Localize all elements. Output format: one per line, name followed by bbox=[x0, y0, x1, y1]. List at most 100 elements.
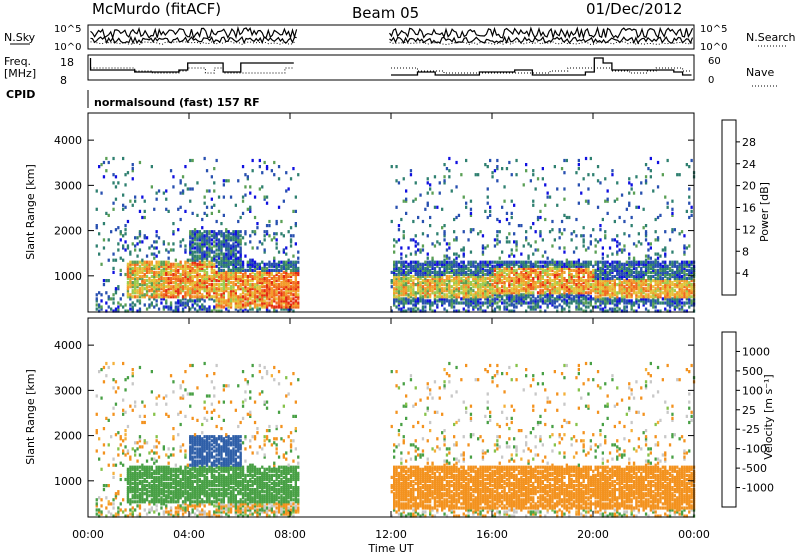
power-cell bbox=[273, 236, 276, 240]
power-cell bbox=[520, 276, 523, 281]
power-cell bbox=[644, 299, 648, 303]
power-cell bbox=[532, 305, 535, 309]
power-cell bbox=[539, 276, 542, 281]
power-cell bbox=[148, 246, 151, 250]
power-cell bbox=[676, 266, 679, 270]
power-cell bbox=[467, 301, 470, 305]
power-cell bbox=[261, 274, 264, 279]
power-cell bbox=[541, 283, 544, 287]
power-cell bbox=[229, 236, 233, 240]
power-cell bbox=[453, 230, 456, 234]
power-cell bbox=[532, 264, 535, 268]
power-cell bbox=[570, 268, 573, 272]
power-cell bbox=[513, 295, 516, 299]
power-cell bbox=[107, 238, 110, 242]
power-cell bbox=[400, 289, 403, 293]
power-cell bbox=[189, 240, 192, 244]
power-cell bbox=[193, 268, 197, 272]
power-cell bbox=[503, 199, 506, 203]
power-cell bbox=[138, 283, 142, 287]
power-cell bbox=[205, 242, 209, 246]
power-cell bbox=[630, 285, 633, 289]
power-cell bbox=[563, 213, 566, 217]
power-cell bbox=[596, 272, 600, 277]
power-cell bbox=[256, 285, 259, 289]
power-cell bbox=[575, 266, 578, 270]
power-cell bbox=[225, 262, 228, 266]
power-cell bbox=[220, 232, 223, 236]
power-cell bbox=[244, 283, 247, 287]
power-cell bbox=[558, 281, 561, 285]
power-cell bbox=[587, 274, 590, 279]
power-cell bbox=[181, 307, 185, 311]
power-cell bbox=[690, 270, 693, 274]
power-cell bbox=[548, 272, 552, 277]
power-cell bbox=[599, 181, 602, 185]
power-cell bbox=[417, 260, 420, 264]
power-cell bbox=[606, 297, 609, 301]
power-cell bbox=[450, 189, 453, 193]
power-cell bbox=[258, 295, 261, 299]
power-cell bbox=[577, 295, 580, 299]
power-cell bbox=[680, 283, 684, 287]
power-cell bbox=[469, 281, 473, 285]
power-cell bbox=[424, 270, 427, 274]
power-cell bbox=[193, 307, 197, 311]
power-cell bbox=[659, 283, 662, 287]
power-cell bbox=[393, 270, 396, 274]
power-cell bbox=[496, 279, 499, 283]
power-cell bbox=[169, 268, 173, 272]
power-cell bbox=[611, 276, 614, 281]
power-cell bbox=[505, 217, 509, 222]
power-cell bbox=[644, 238, 648, 242]
power-cell bbox=[601, 268, 604, 272]
power-cell bbox=[604, 272, 607, 277]
power-cell bbox=[186, 293, 189, 297]
power-cell bbox=[289, 270, 293, 274]
power-cell bbox=[683, 268, 686, 272]
power-cell bbox=[205, 236, 209, 240]
power-cell bbox=[570, 264, 573, 268]
power-cell bbox=[210, 264, 213, 268]
power-cell bbox=[611, 252, 614, 256]
power-cell bbox=[503, 307, 506, 311]
power-cell bbox=[431, 285, 434, 289]
power-cell bbox=[277, 283, 281, 287]
power-cell bbox=[477, 289, 480, 293]
power-cell bbox=[263, 305, 266, 309]
power-cell bbox=[508, 293, 511, 297]
power-cell bbox=[191, 246, 194, 250]
power-cell bbox=[251, 260, 254, 264]
power-cell bbox=[644, 179, 648, 183]
power-cell bbox=[181, 289, 185, 293]
power-cell bbox=[676, 301, 679, 305]
power-cell bbox=[556, 299, 559, 303]
power-cell bbox=[551, 301, 554, 305]
power-cell bbox=[642, 303, 645, 307]
power-cell bbox=[402, 264, 405, 268]
power-cell bbox=[572, 230, 576, 234]
power-cell bbox=[510, 291, 513, 295]
power-cell bbox=[620, 281, 624, 285]
power-cell bbox=[390, 270, 393, 274]
power-cell bbox=[582, 309, 585, 313]
power-cell bbox=[594, 299, 597, 303]
power-cell bbox=[246, 207, 249, 211]
power-cell bbox=[400, 307, 403, 311]
power-cell bbox=[241, 274, 245, 279]
power-cell bbox=[263, 250, 266, 254]
power-cell bbox=[131, 281, 134, 285]
power-cell bbox=[474, 260, 477, 264]
power-cell bbox=[122, 203, 125, 207]
power-cell bbox=[232, 248, 235, 252]
power-cell bbox=[469, 289, 473, 293]
power-cell bbox=[126, 293, 130, 297]
velocity-cell bbox=[117, 514, 120, 518]
power-cell bbox=[426, 264, 429, 268]
power-cell bbox=[443, 238, 446, 242]
power-cell bbox=[210, 295, 213, 299]
power-cell bbox=[580, 283, 583, 287]
power-cell bbox=[467, 309, 470, 313]
velocity-cell bbox=[129, 475, 132, 479]
power-cell bbox=[544, 287, 547, 291]
